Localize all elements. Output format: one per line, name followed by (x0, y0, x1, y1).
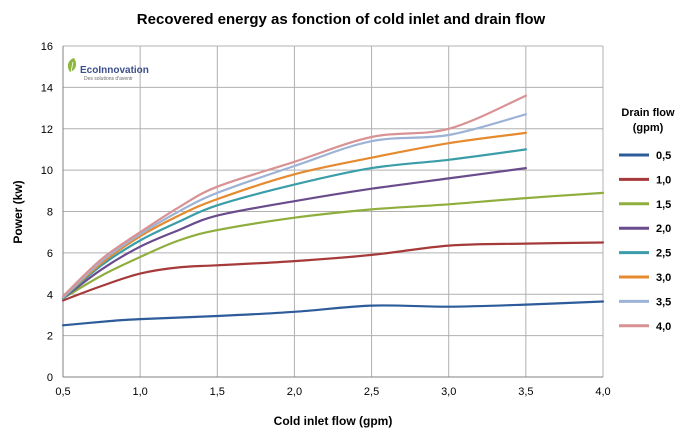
y-tick-label: 4 (47, 289, 53, 301)
y-tick-labels: 0 2 4 6 8 10 12 14 16 (41, 41, 53, 384)
series-line-2-5 (61, 148, 527, 300)
x-tick-label: 4,0 (595, 386, 610, 398)
legend-label: 3,0 (656, 272, 671, 284)
logo: EcoInnovation Des solutions d'avenir (67, 58, 149, 82)
x-tick-label: 1,0 (132, 386, 147, 398)
legend-label: 3,5 (656, 296, 671, 308)
x-tick-labels: 0,5 1,0 1,5 2,0 2,5 3,0 3,5 4,0 (55, 386, 610, 398)
chart-grid (62, 45, 604, 378)
legend-label: 2,0 (656, 223, 671, 235)
chart-legend: Drain flow (gpm) 0,5 1,0 1,5 2,0 2,5 3,0 3,5 4,… (619, 107, 675, 333)
legend-label: 1,5 (656, 199, 671, 211)
legend-title-line2: (gpm) (633, 122, 664, 134)
y-tick-label: 16 (41, 41, 53, 53)
y-tick-label: 12 (41, 124, 53, 136)
chart-series (61, 94, 605, 327)
legend-label: 1,0 (656, 174, 671, 186)
x-tick-label: 1,5 (210, 386, 225, 398)
series-line-1-0 (61, 241, 605, 302)
series-line-3-0 (61, 131, 527, 299)
x-axis-label: Cold inlet flow (gpm) (274, 414, 393, 428)
series-line-4-0 (61, 94, 527, 298)
legend-items: 0,5 1,0 1,5 2,0 2,5 3,0 3,5 4,0 (619, 150, 671, 333)
y-tick-label: 0 (47, 372, 53, 384)
y-tick-label: 10 (41, 165, 53, 177)
x-tick-label: 3,0 (441, 386, 456, 398)
y-axis-label: Power (kw) (11, 180, 25, 243)
y-tick-label: 14 (41, 82, 53, 94)
legend-label: 2,5 (656, 248, 671, 260)
series-line-0-5 (61, 300, 605, 327)
x-tick-label: 0,5 (55, 386, 70, 398)
chart-title: Recovered energy as fonction of cold inl… (137, 11, 546, 28)
series-line-2-0 (61, 167, 527, 300)
x-tick-label: 2,0 (287, 386, 302, 398)
x-tick-label: 3,5 (518, 386, 533, 398)
y-tick-label: 8 (47, 207, 53, 219)
y-tick-label: 2 (47, 331, 53, 343)
series-line-3-5 (61, 113, 527, 299)
legend-title-line1: Drain flow (621, 107, 675, 119)
legend-label: 0,5 (656, 150, 671, 162)
logo-name: EcoInnovation (80, 65, 149, 76)
chart-axes (62, 46, 603, 378)
logo-tagline: Des solutions d'avenir (84, 76, 133, 82)
legend-label: 4,0 (656, 321, 671, 333)
y-tick-label: 6 (47, 248, 53, 260)
series-line-1-5 (61, 191, 605, 300)
leaf-icon (67, 58, 77, 73)
x-tick-label: 2,5 (364, 386, 379, 398)
